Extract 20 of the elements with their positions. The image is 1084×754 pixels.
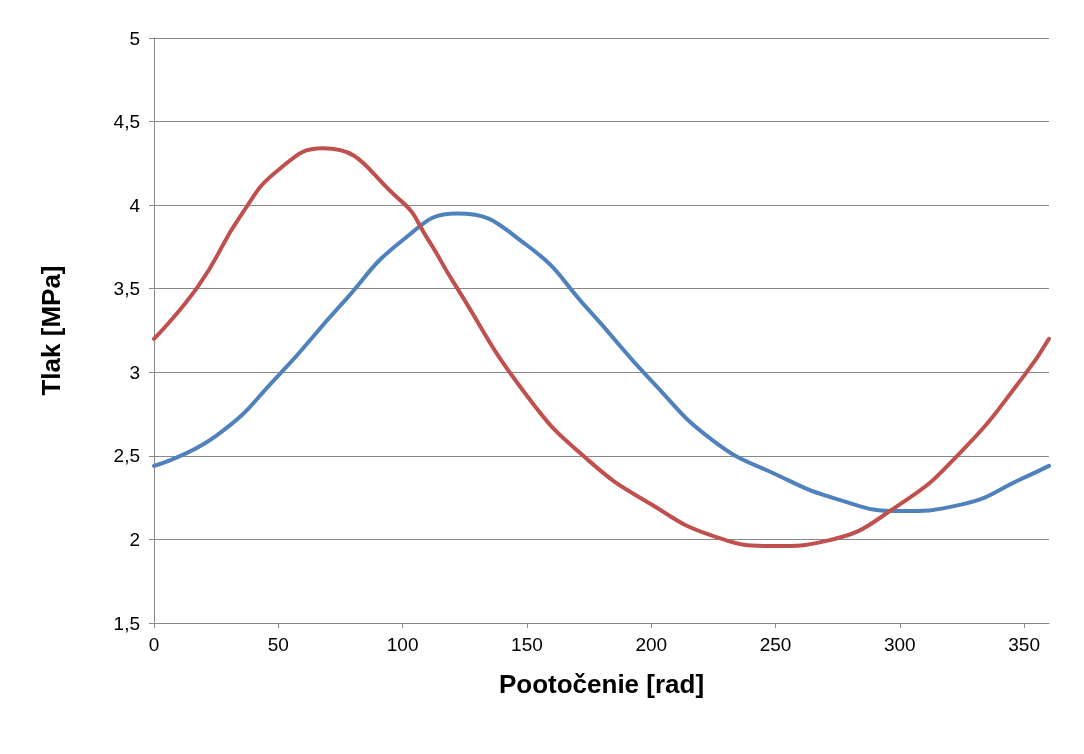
line-series (152, 211, 1051, 514)
x-tick-label: 0 (148, 634, 160, 655)
y-tick-label: 4 (129, 194, 141, 216)
x-tick-label: 100 (386, 634, 419, 655)
y-axis-title: Tlak [MPa] (36, 265, 66, 396)
line-series (152, 146, 1051, 549)
y-tick-label: 5 (129, 27, 140, 49)
y-tick-label: 3 (129, 361, 140, 383)
x-axis-title: Pootočenie [rad] (498, 669, 705, 699)
y-tick-label: 3,5 (113, 278, 140, 300)
x-tick-label: 350 (1008, 634, 1040, 655)
x-tick-label: 250 (759, 634, 792, 655)
y-tick-label: 2,5 (113, 445, 140, 467)
x-tick-label: 300 (883, 634, 916, 655)
x-tick-label: 200 (635, 634, 668, 655)
x-tick-label: 50 (267, 634, 289, 655)
y-tick-label: 1,5 (113, 612, 140, 634)
x-tick-label: 150 (511, 634, 543, 655)
y-tick-label: 4,5 (113, 111, 140, 133)
y-tick-label: 2 (129, 528, 140, 550)
